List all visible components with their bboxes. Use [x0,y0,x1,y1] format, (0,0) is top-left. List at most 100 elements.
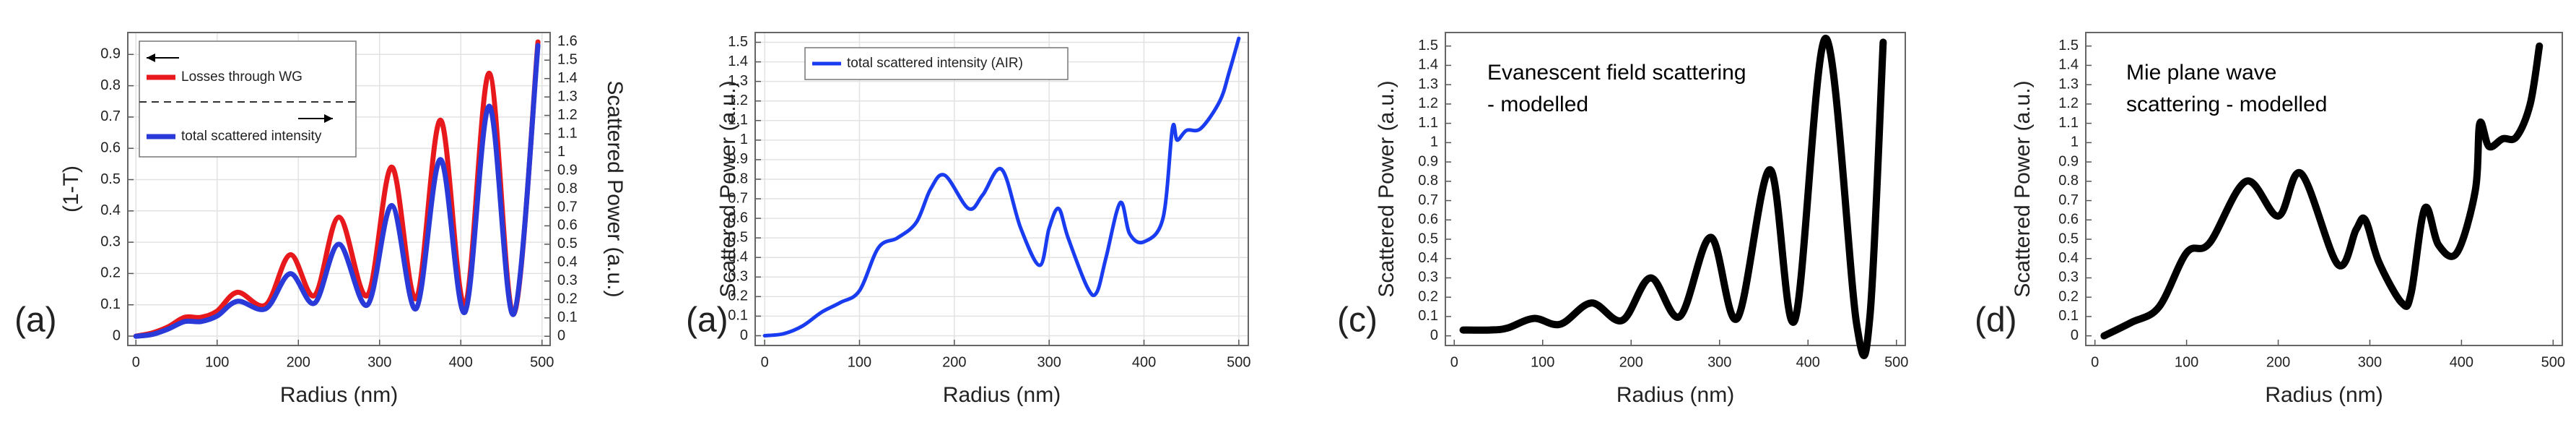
y-tick-label: 0.9 [100,46,121,62]
x-tick-label: 100 [1531,354,1554,370]
y2-tick-label: 0.1 [557,309,578,325]
data-line [762,36,1241,338]
y-tick-label: 0.4 [100,202,121,218]
y-tick-label: 0.6 [100,139,121,155]
y-tick-label: 0.9 [728,151,748,167]
y-tick-label: 0.9 [1418,153,1438,169]
y-tick-label: 0.3 [2058,270,2079,285]
y2-tick-label: 0.2 [557,291,578,307]
plot-frame [1445,32,1906,346]
y-tick-label: 0.6 [1418,212,1438,228]
y-tick-label: 1 [740,132,748,147]
y-tick-label: 0.2 [100,265,121,281]
y-axis-label: (1-T) [59,166,83,212]
y-tick-label: 0.1 [1418,308,1438,324]
x-axis-label: Radius (nm) [943,383,1061,407]
x-tick-label: 400 [1796,354,1820,370]
y2-tick-label: 1.1 [557,125,578,141]
y-tick-label: 0.8 [100,77,121,93]
y2-tick-label: 1.5 [557,51,578,67]
y-tick-label: 1 [1430,134,1438,150]
y2-tick-label: 0 [557,328,565,344]
y-tick-label: 1.3 [2058,76,2079,92]
y-tick-label: 0 [2071,327,2079,343]
legend-arrowhead [324,114,333,123]
y-tick-label: 0.6 [2058,212,2079,228]
y-tick-label: 0.7 [2058,192,2079,208]
y-tick-label: 0.1 [100,296,121,312]
x-tick-label: 200 [1619,354,1643,370]
y-axis-label: Scattered Power (a.u.) [716,80,740,297]
legend-label: total scattered intensity [181,129,322,144]
panel-label: (a) [14,301,57,340]
x-axis-label: Radius (nm) [280,383,398,407]
x-tick-label: 300 [1037,354,1061,370]
y-tick-label: 0.5 [1418,231,1438,246]
data-line [133,43,541,339]
y2-tick-label: 0.3 [557,272,578,288]
y-tick-label: 0.9 [2058,153,2079,169]
y2-tick-label: 0.8 [557,181,578,197]
x-axis-label: Radius (nm) [1616,383,1734,407]
y-tick-label: 0.4 [1418,250,1438,266]
x-tick-label: 0 [761,354,769,370]
y-tick-label: 0.3 [1418,270,1438,285]
x-tick-label: 0 [132,354,140,370]
y-tick-label: 1.4 [2058,57,2079,73]
y2-tick-label: 1 [557,144,565,160]
y-tick-label: 1.1 [728,112,748,128]
x-tick-label: 500 [2541,354,2565,370]
y-tick-label: 0.7 [1418,192,1438,208]
y-tick-label: 0.8 [2058,173,2079,189]
panel-label: (a) [686,301,728,340]
legend-box [804,47,1069,80]
y-tick-label: 1.5 [1418,38,1438,53]
plot-frame [127,32,551,346]
y-tick-label: 1.3 [1418,76,1438,92]
x-tick-label: 500 [530,354,554,370]
y-axis-label: Scattered Power (a.u.) [2011,80,2035,297]
x-tick-label: 200 [2266,354,2290,370]
y-tick-label: 0 [1430,327,1438,343]
y-tick-label: 0.1 [2058,308,2079,324]
x-tick-label: 400 [1132,354,1156,370]
data-line [2100,42,2544,340]
x-tick-label: 500 [1227,354,1250,370]
data-line [133,39,541,339]
annotation: Mie plane wave [2126,61,2276,85]
x-axis-label: Radius (nm) [2265,383,2383,407]
plot-frame [754,32,1249,346]
y2-tick-label: 1.2 [557,107,578,123]
y-tick-label: 1.2 [2058,95,2079,111]
x-tick-label: 200 [287,354,310,370]
y-tick-label: 0.6 [728,210,748,226]
panel-label: (d) [1975,301,2017,340]
panel-label: (c) [1337,301,1378,340]
y-tick-label: 0.2 [1418,288,1438,304]
y-tick-label: 1.5 [728,34,748,50]
y2-tick-label: 0.4 [557,254,578,270]
y-tick-label: 0.1 [728,308,748,324]
plot-frame [2085,32,2563,346]
data-line [1459,35,1887,359]
y-tick-label: 1.5 [2058,38,2079,53]
y-tick-label: 0.2 [2058,288,2079,304]
y-tick-label: 1.1 [1418,115,1438,131]
y-tick-label: 1.2 [1418,95,1438,111]
x-tick-label: 400 [449,354,473,370]
y-tick-label: 0.4 [2058,250,2079,266]
y-tick-label: 0.2 [728,288,748,304]
x-tick-label: 100 [2175,354,2198,370]
y-tick-label: 1.1 [2058,115,2079,131]
annotation: scattering - modelled [2126,93,2327,116]
y-tick-label: 0.4 [728,249,748,265]
y2-tick-label: 0.5 [557,236,578,252]
x-tick-label: 300 [2358,354,2382,370]
x-tick-label: 300 [367,354,391,370]
y2-axis-label: Scattered Power (a.u.) [603,80,627,297]
y2-tick-label: 1.4 [557,70,578,86]
y-tick-label: 0.3 [100,233,121,249]
y-tick-label: 1.3 [728,73,748,89]
annotation: Evanescent field scattering [1487,61,1746,85]
